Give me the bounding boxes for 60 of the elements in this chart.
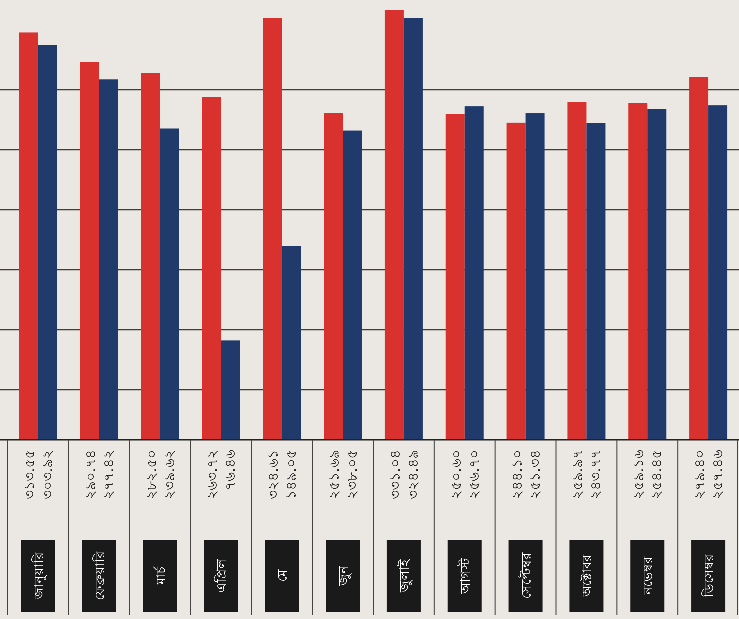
x-tick-label: ডিসেম্বর: [702, 554, 718, 598]
data-label: ২৩৮.০৫: [345, 450, 362, 500]
x-tick-label: জুন: [337, 566, 352, 587]
bar: [80, 62, 100, 440]
x-tick-label: সেপ্টেম্বর: [518, 552, 535, 599]
x-tick-label: মার্চ: [153, 566, 170, 586]
data-label: ২৫৭.৪৬: [710, 450, 727, 500]
bar: [464, 106, 484, 440]
data-label: ২৫৯.১৬: [632, 450, 648, 500]
bar: [99, 80, 118, 440]
bar: [526, 114, 545, 440]
bar: [19, 32, 38, 440]
data-label: ৩০৩.৯২: [40, 450, 56, 500]
bar: [202, 97, 222, 440]
data-label: ২৮২.৫০: [144, 450, 160, 500]
bar: [404, 18, 423, 440]
bar: [506, 122, 526, 440]
bar: [282, 246, 302, 440]
x-tick-label: ফেব্রুয়ারি: [92, 550, 108, 600]
bar: [221, 340, 240, 440]
data-label: ২৫৬.৭০: [466, 450, 483, 500]
bar: [38, 45, 58, 440]
data-label: ৩২৪.৬১: [266, 450, 282, 500]
data-label: ১৪৯.০৫: [284, 450, 300, 500]
x-tick-label: এপ্রিল: [214, 559, 230, 593]
bar: [628, 103, 648, 440]
bar: [263, 18, 282, 440]
x-tick-label: অক্টোবর: [580, 554, 596, 598]
x-tick-label: মে: [276, 569, 292, 582]
x-tick-label: জানুয়ারি: [31, 552, 48, 600]
data-label: ২৫১.৩৪: [528, 450, 544, 500]
data-label: ২৬৩.৭২: [205, 450, 222, 500]
bar: [586, 123, 606, 440]
bar: [343, 130, 362, 440]
data-label: ৩১৩.৫৫: [22, 450, 38, 500]
data-label: ৩৩১.০৪: [388, 450, 404, 500]
data-label: ২৩৯.৬২: [162, 450, 178, 500]
data-label: ২৪৪.১০: [510, 450, 526, 500]
bar: [568, 102, 587, 440]
data-label: ২৫০.৬০: [448, 450, 465, 500]
data-label: ৩২৪.৪৯: [406, 450, 422, 500]
data-label: ২৫৪.৪৫: [650, 450, 666, 500]
bar: [384, 10, 404, 440]
bar: [708, 106, 728, 440]
data-label: ২৪৩.৭৭: [588, 450, 605, 500]
bar: [446, 114, 465, 440]
bar: [648, 109, 667, 440]
bar: [160, 128, 180, 440]
bar: [141, 73, 160, 440]
data-label: ৭৬.৪৬: [223, 450, 240, 490]
x-tick-label: জুলাই: [396, 558, 413, 594]
bar: [324, 113, 344, 440]
bar: [690, 77, 709, 440]
data-label: ২৭৯.৪০: [692, 450, 709, 500]
x-tick-label: নভেম্বর: [642, 556, 657, 596]
x-tick-label: আগস্ট: [458, 558, 474, 595]
data-label: ২৫১.৬৯: [327, 450, 344, 500]
data-label: ২৫৯.৯৭: [570, 450, 587, 500]
data-label: ২৯০.৭৪: [83, 450, 100, 500]
data-label: ২৭৭.৪২: [101, 450, 118, 500]
